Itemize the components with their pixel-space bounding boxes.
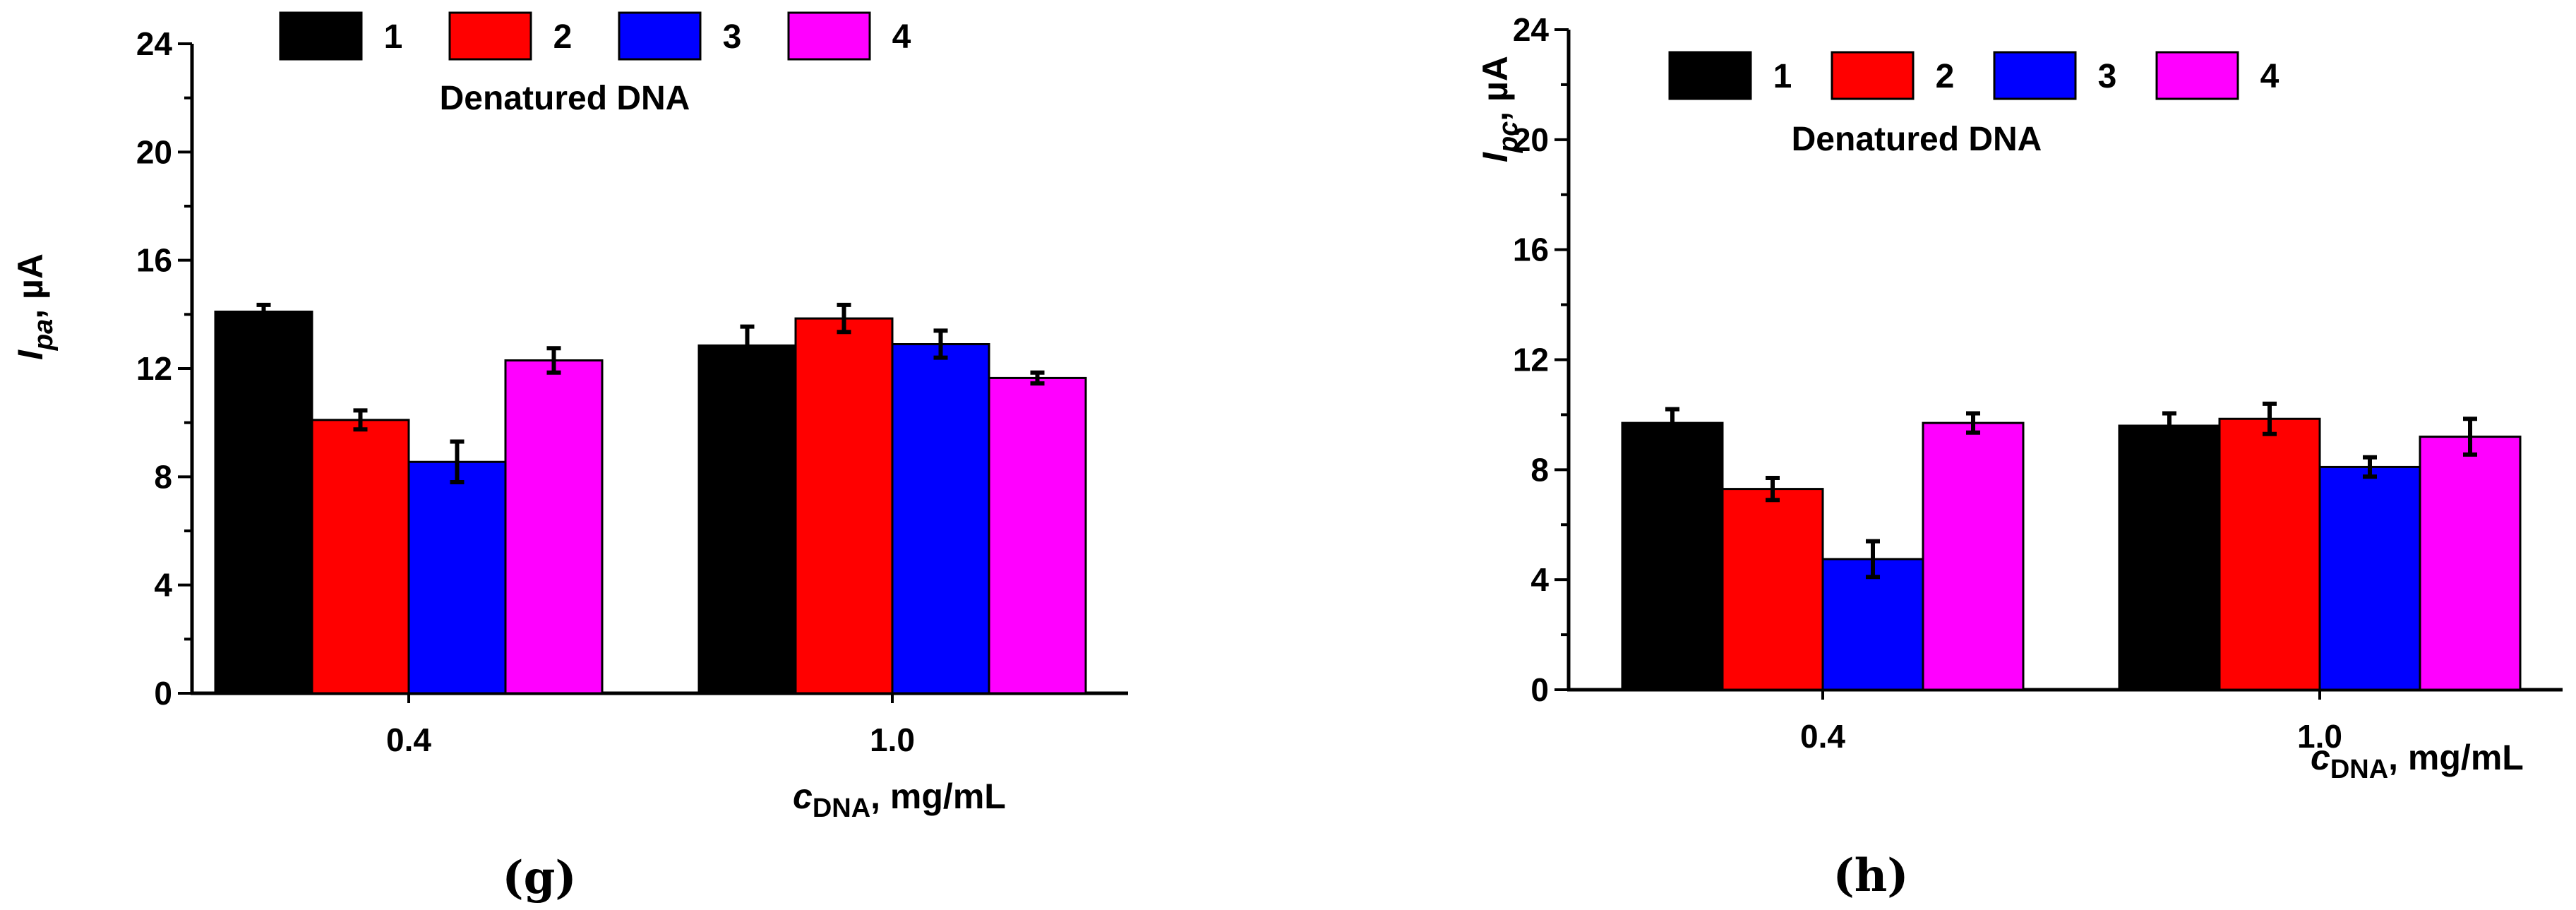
y-tick-label: 16 — [136, 242, 172, 279]
legend-swatch-2 — [448, 11, 532, 61]
x-tick-label: 1.0 — [870, 722, 915, 758]
bar-series-4-1.0 — [988, 376, 1087, 695]
y-tick-label: 20 — [1513, 121, 1549, 158]
x-axis-label: cDNA, mg/mL — [793, 777, 1006, 823]
legend-label-4: 4 — [2260, 58, 2280, 95]
legend-label-3: 3 — [2098, 58, 2117, 95]
y-tick-label: 20 — [136, 133, 172, 170]
y-tick-label: 0 — [154, 675, 172, 712]
legend-label-4: 4 — [892, 18, 911, 56]
legend-swatch-1 — [279, 11, 363, 61]
bar-series-3-1.0 — [891, 343, 990, 695]
panel-label: (g) — [502, 851, 576, 904]
bar-series-4-1.0 — [2419, 436, 2522, 691]
legend-title: Denatured DNA — [440, 80, 690, 117]
y-axis-label: Ipa, µA — [11, 253, 59, 360]
bar-series-4-0.4 — [504, 359, 604, 695]
legend-swatch-4 — [2155, 51, 2239, 100]
bar-series-3-1.0 — [2318, 465, 2421, 691]
bar-series-1-1.0 — [2118, 424, 2221, 691]
bar-series-3-0.4 — [1821, 558, 1924, 691]
y-tick-label: 24 — [136, 25, 173, 62]
legend-label-1: 1 — [384, 18, 403, 56]
bar-series-2-1.0 — [794, 317, 894, 695]
legend-swatch-3 — [618, 11, 702, 61]
x-axis-label: cDNA, mg/mL — [2311, 738, 2524, 784]
legend-swatch-4 — [787, 11, 871, 61]
bar-series-1-0.4 — [214, 311, 313, 695]
y-tick-label: 16 — [1513, 232, 1549, 268]
y-tick-label: 12 — [136, 350, 172, 387]
legend-swatch-1 — [1668, 51, 1752, 100]
y-tick-label: 0 — [1530, 671, 1549, 708]
bar-series-2-0.4 — [1721, 488, 1824, 691]
bar-series-2-1.0 — [2218, 417, 2321, 691]
legend-label-1: 1 — [1773, 58, 1792, 95]
legend-title: Denatured DNA — [1792, 121, 2042, 158]
y-tick-label: 4 — [1530, 561, 1549, 598]
x-tick-label: 0.4 — [1800, 718, 1845, 755]
bar-series-1-1.0 — [697, 344, 797, 695]
y-tick-label: 4 — [154, 567, 172, 604]
legend-label-3: 3 — [723, 18, 742, 56]
y-tick-label: 24 — [1513, 11, 1550, 48]
panel-label: (h) — [1833, 849, 1908, 902]
x-tick-label: 0.4 — [386, 722, 431, 758]
bar-series-4-0.4 — [1922, 421, 2025, 691]
y-tick-label: 8 — [154, 458, 172, 495]
y-axis-label: Ipc, µA — [1475, 56, 1523, 162]
x-tick-label: 1.0 — [2297, 718, 2342, 755]
bar-series-1-0.4 — [1621, 421, 1724, 691]
bar-series-2-0.4 — [311, 419, 410, 695]
bar-series-3-0.4 — [407, 460, 507, 695]
y-tick-label: 8 — [1530, 451, 1549, 488]
legend-label-2: 2 — [1936, 58, 1955, 95]
legend-swatch-2 — [1831, 51, 1915, 100]
legend-label-2: 2 — [553, 18, 573, 56]
legend-swatch-3 — [1993, 51, 2077, 100]
y-tick-label: 12 — [1513, 342, 1549, 378]
